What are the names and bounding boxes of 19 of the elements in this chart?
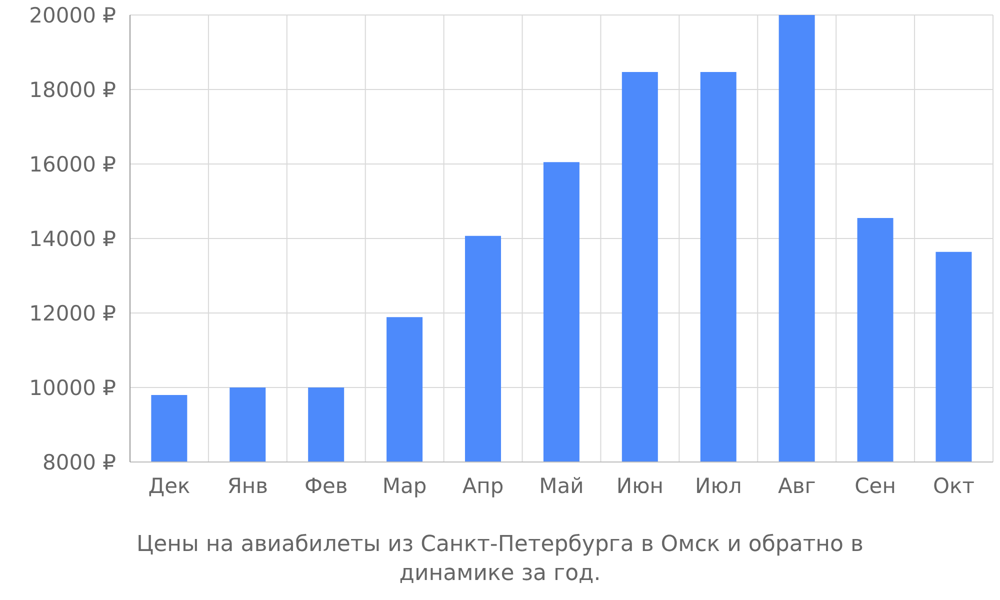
- y-tick-label: 18000 ₽: [29, 78, 116, 102]
- x-tick-label: Окт: [933, 474, 974, 498]
- y-tick-label: 20000 ₽: [29, 3, 116, 28]
- x-tick-label: Апр: [462, 474, 504, 498]
- y-tick-label: 8000 ₽: [42, 450, 116, 474]
- text: Цены на авиабилеты из Санкт-Петербурга в Омск и обратно в динамике за год.: [136, 531, 864, 588]
- x-tick-label: Янв: [227, 474, 268, 498]
- y-tick-label: 16000 ₽: [29, 152, 116, 176]
- x-tick-label: Авг: [778, 474, 816, 498]
- y-tick-label: 10000 ₽: [29, 376, 116, 400]
- x-tick-label: Май: [539, 474, 584, 498]
- x-tick-label: Июл: [695, 474, 742, 498]
- x-tick-label: Сен: [854, 474, 896, 498]
- x-tick-label: Июн: [616, 474, 664, 498]
- x-tick-label: Фев: [304, 474, 348, 498]
- y-tick-label: 14000 ₽: [29, 226, 116, 251]
- x-tick-label: Дек: [148, 474, 190, 498]
- y-tick-label: 12000 ₽: [29, 301, 116, 326]
- x-tick-label: Мар: [382, 474, 427, 498]
